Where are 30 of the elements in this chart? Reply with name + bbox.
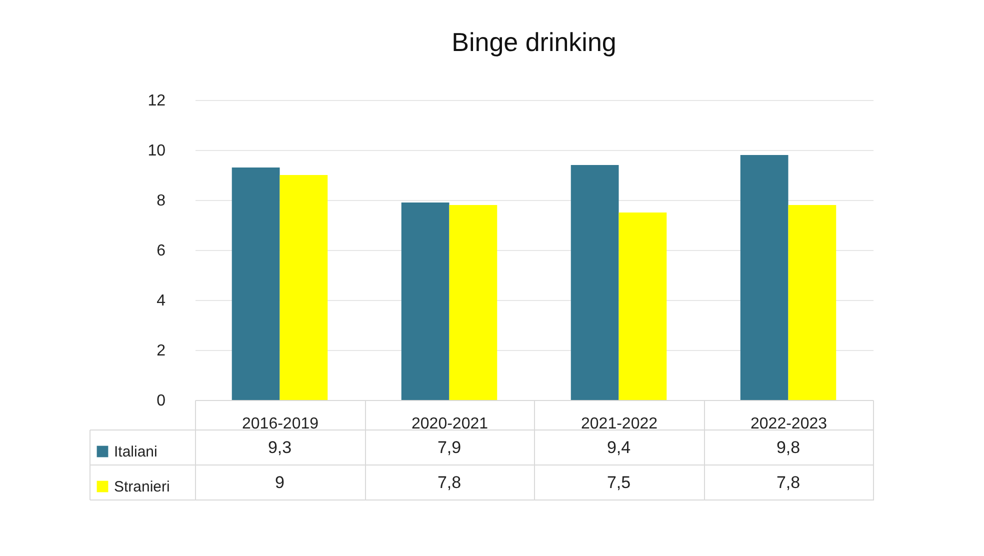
y-tick-label: 12: [148, 92, 166, 110]
bar: [280, 175, 328, 400]
y-tick-label: 6: [156, 242, 166, 260]
data-label: 9,8: [776, 438, 800, 457]
bar: [788, 205, 836, 400]
y-tick-label: 10: [148, 142, 166, 160]
x-tick-label: 2020-2021: [411, 416, 488, 432]
legend-label: Stranieri: [114, 478, 170, 496]
bar: [618, 212, 667, 400]
y-tick-label: 0: [156, 392, 166, 410]
data-label: 7,5: [606, 473, 631, 492]
y-tick-label: 2: [156, 342, 166, 360]
data-label: 9: [275, 473, 284, 492]
bar: [232, 168, 280, 400]
chart-title: Binge drinking: [452, 27, 616, 57]
data-label: 9,3: [268, 438, 292, 457]
data-label: 9,4: [606, 438, 631, 457]
y-tick-label: 8: [156, 192, 166, 210]
legend-label: Italiani: [114, 444, 158, 460]
y-tick-label: 4: [156, 292, 166, 310]
data-label: 7,8: [437, 473, 462, 492]
x-tick-label: 2022-2023: [750, 416, 828, 432]
x-tick-label: 2016-2019: [242, 416, 319, 432]
bar: [401, 202, 450, 400]
data-label: 7,8: [776, 473, 800, 492]
x-tick-label: 2021-2022: [580, 416, 658, 432]
bar: [570, 165, 619, 400]
bar: [740, 155, 788, 400]
data-label: 7,9: [437, 438, 462, 457]
bar: [449, 205, 498, 400]
